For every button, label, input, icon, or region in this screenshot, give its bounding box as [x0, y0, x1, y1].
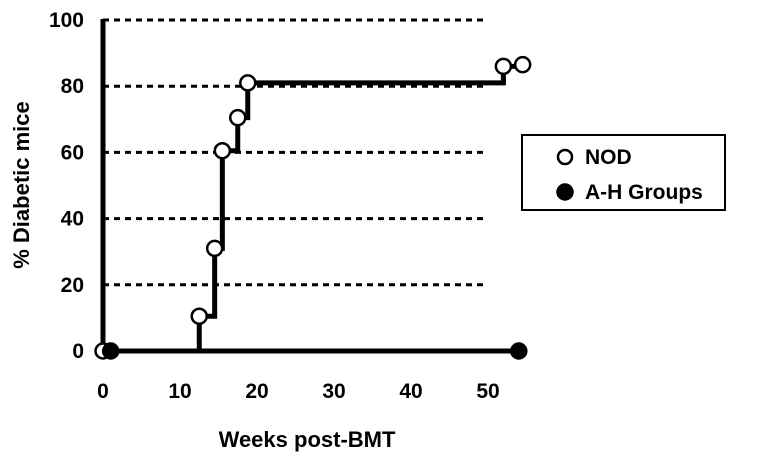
- legend-marker-ah-groups: [556, 183, 574, 201]
- x-tick-label: 40: [399, 380, 422, 403]
- nod-point: [513, 55, 532, 74]
- nod-point: [229, 108, 247, 127]
- y-tick-label: 40: [61, 208, 84, 231]
- legend-label-nod: NOD: [585, 146, 632, 169]
- ah-groups-point: [510, 342, 528, 360]
- x-tick-label: 10: [168, 380, 191, 403]
- legend-marker-nod: [556, 148, 574, 166]
- grid-lines: [103, 18, 487, 287]
- y-tick-label: 100: [49, 9, 84, 32]
- x-tick-label: 30: [322, 380, 345, 403]
- x-axis-title: Weeks post-BMT: [219, 427, 396, 452]
- x-tick-label: 50: [476, 380, 499, 403]
- series-line-nod: [103, 63, 526, 354]
- legend-label-ah-groups: A-H Groups: [585, 181, 703, 204]
- series-layer: [94, 55, 532, 360]
- nod-point: [205, 239, 224, 258]
- tick-labels: 0 10 20 30 40 50 0 20 40 60 80 100: [49, 9, 500, 403]
- x-tick-label: 0: [97, 380, 109, 403]
- ah-groups-point: [101, 342, 120, 360]
- nod-point: [239, 74, 257, 92]
- y-tick-label: 20: [61, 274, 84, 297]
- x-tick-label: 20: [245, 380, 268, 403]
- y-tick-label: 60: [61, 141, 84, 164]
- nod-point: [494, 57, 513, 76]
- nod-point: [190, 307, 208, 325]
- y-tick-label: 0: [72, 340, 84, 363]
- y-tick-label: 80: [61, 75, 84, 98]
- legend: NOD A-H Groups: [521, 134, 726, 211]
- legend-box: [521, 134, 726, 211]
- nod-point: [213, 141, 232, 160]
- y-axis-title: % Diabetic mice: [9, 101, 34, 269]
